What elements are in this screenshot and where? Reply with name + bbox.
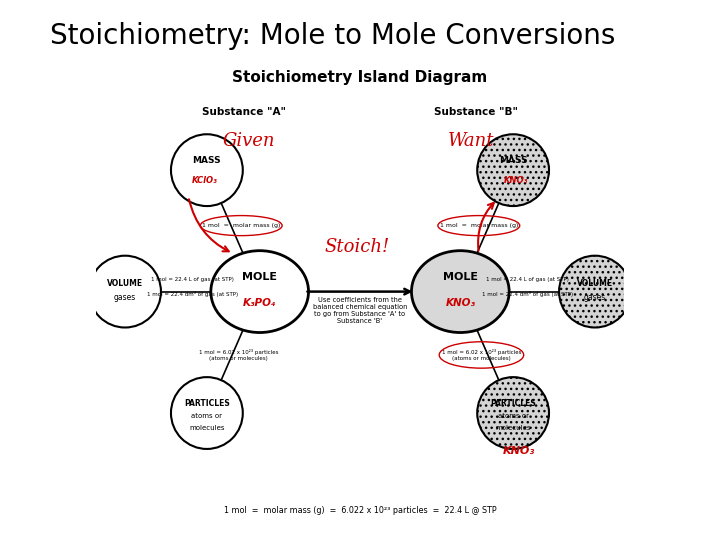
Text: KNO₃: KNO₃ bbox=[445, 298, 475, 308]
Text: VOLUME: VOLUME bbox=[577, 279, 613, 288]
Circle shape bbox=[477, 377, 549, 449]
Text: 1 mol = 6.02 x 10²³ particles
(atoms or molecules): 1 mol = 6.02 x 10²³ particles (atoms or … bbox=[441, 349, 521, 361]
Text: MOLE: MOLE bbox=[443, 272, 478, 282]
Text: Substance "B": Substance "B" bbox=[434, 107, 518, 117]
Text: VOLUME: VOLUME bbox=[107, 279, 143, 288]
Text: 1 mol = 22.4 dm³ of gas (at STP): 1 mol = 22.4 dm³ of gas (at STP) bbox=[147, 291, 238, 297]
Text: Given: Given bbox=[223, 132, 275, 150]
Text: 1 mol  =  molar mass (g): 1 mol = molar mass (g) bbox=[202, 223, 280, 228]
Circle shape bbox=[559, 256, 631, 327]
Text: atoms or: atoms or bbox=[192, 413, 222, 418]
Text: Use coefficients from the
balanced chemical equation
to go from Substance 'A' to: Use coefficients from the balanced chemi… bbox=[312, 296, 408, 323]
Text: Stoichiometry Island Diagram: Stoichiometry Island Diagram bbox=[233, 70, 487, 85]
Text: 1 mol  =  molar mass (g): 1 mol = molar mass (g) bbox=[440, 223, 518, 228]
Text: 1 mol = 22.4 L of gas (at STP): 1 mol = 22.4 L of gas (at STP) bbox=[151, 278, 234, 282]
Circle shape bbox=[89, 256, 161, 327]
Text: gases: gases bbox=[584, 293, 606, 302]
Text: 1 mol  =  molar mass (g)  =  6.022 x 10²³ particles  =  22.4 L @ STP: 1 mol = molar mass (g) = 6.022 x 10²³ pa… bbox=[224, 506, 496, 515]
Text: 1 mol = 22.4 dm³ of gas (at STP): 1 mol = 22.4 dm³ of gas (at STP) bbox=[482, 291, 573, 297]
Text: K₃PO₄: K₃PO₄ bbox=[243, 298, 276, 308]
Text: KClO₃: KClO₃ bbox=[192, 176, 217, 185]
Text: Stoichiometry: Mole to Mole Conversions: Stoichiometry: Mole to Mole Conversions bbox=[50, 22, 616, 50]
Text: MASS: MASS bbox=[192, 156, 221, 165]
Text: KNO₃: KNO₃ bbox=[503, 176, 528, 185]
Ellipse shape bbox=[211, 251, 308, 333]
Circle shape bbox=[477, 134, 549, 206]
Text: PARTICLES: PARTICLES bbox=[490, 399, 536, 408]
Text: MASS: MASS bbox=[499, 156, 528, 165]
Ellipse shape bbox=[412, 251, 509, 333]
Text: 1 mol = 22.4 L of gas (at STP): 1 mol = 22.4 L of gas (at STP) bbox=[486, 278, 569, 282]
Circle shape bbox=[171, 134, 243, 206]
Text: molecules: molecules bbox=[495, 425, 531, 431]
Text: molecules: molecules bbox=[189, 425, 225, 431]
Text: MOLE: MOLE bbox=[242, 272, 277, 282]
Text: atoms or: atoms or bbox=[498, 413, 528, 418]
Text: Substance "A": Substance "A" bbox=[202, 107, 286, 117]
Text: gases: gases bbox=[114, 293, 136, 302]
Text: PARTICLES: PARTICLES bbox=[184, 399, 230, 408]
Text: KNO₃: KNO₃ bbox=[503, 446, 534, 456]
Circle shape bbox=[171, 377, 243, 449]
Text: 1 mol = 6.02 x 10²³ particles
(atoms or molecules): 1 mol = 6.02 x 10²³ particles (atoms or … bbox=[199, 349, 279, 361]
Text: Want: Want bbox=[448, 132, 494, 150]
Text: Stoich!: Stoich! bbox=[325, 238, 390, 256]
